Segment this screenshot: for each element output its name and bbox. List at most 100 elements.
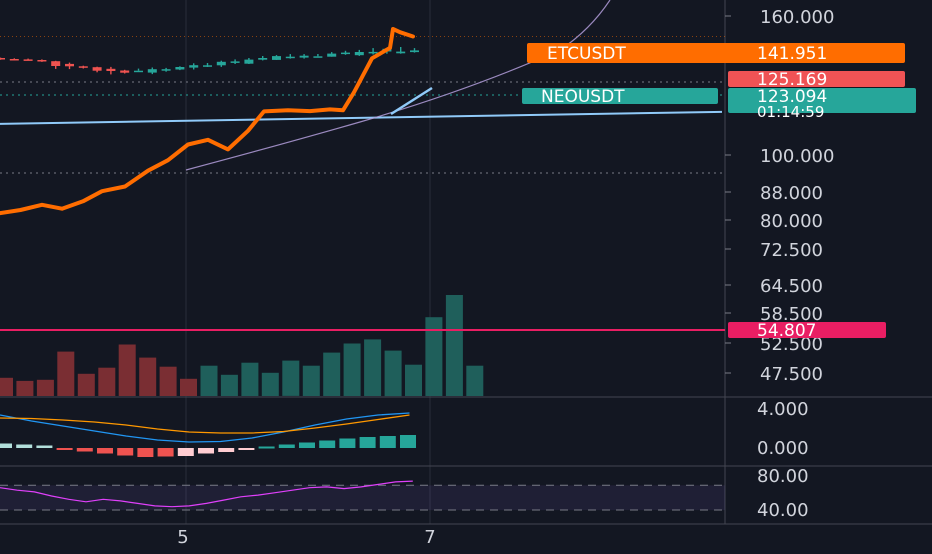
high-price-badge[interactable]: [728, 71, 905, 87]
rsi-line[interactable]: [0, 480, 413, 508]
histogram-bar: [278, 444, 295, 448]
high-price-value: 125.169: [757, 70, 827, 90]
regression-curve: [185, 0, 611, 171]
volume-bar: [57, 351, 75, 396]
volume-bar: [343, 343, 361, 396]
etc-line-series[interactable]: [0, 27, 415, 216]
histogram-bar: [258, 446, 275, 449]
candle-body[interactable]: [313, 56, 323, 58]
candle-body[interactable]: [396, 51, 406, 54]
price-axis[interactable]: 160.000 100.000 88.000 80.000 72.500 64.500 58…: [522, 7, 916, 521]
histogram-bar: [359, 437, 376, 448]
candle-body[interactable]: [285, 56, 295, 59]
candle-body[interactable]: [341, 52, 350, 55]
candle-body[interactable]: [175, 67, 185, 70]
histogram-bar: [0, 443, 12, 448]
price-axis-tick: 64.500: [760, 276, 823, 297]
neo-price-value: 123.094: [757, 87, 827, 107]
volume-bar: [302, 365, 320, 396]
candle-body[interactable]: [120, 70, 130, 73]
candle-body[interactable]: [272, 56, 281, 60]
etc-price-value: 141.951: [757, 44, 827, 64]
level-price-value: 54.807: [757, 321, 816, 341]
indicator-panel-1[interactable]: [0, 412, 416, 457]
signal-line[interactable]: [0, 414, 410, 434]
candle-body[interactable]: [368, 51, 378, 54]
volume-bar: [118, 344, 136, 396]
regression-curve-line: [185, 0, 611, 171]
histogram-bar: [137, 448, 154, 457]
neo-symbol-badge[interactable]: [522, 88, 718, 104]
candle-body[interactable]: [327, 53, 337, 57]
volume-bar: [36, 379, 54, 396]
volume-bar: [384, 350, 402, 397]
volume-bar: [282, 360, 300, 396]
price-axis-tick: 100.000: [760, 146, 834, 167]
candle-body[interactable]: [203, 65, 212, 67]
candlestick-series[interactable]: [0, 47, 419, 75]
candle-body[interactable]: [37, 60, 47, 62]
volume-bar: [16, 380, 34, 396]
candle-body[interactable]: [78, 66, 88, 68]
level-price-badge[interactable]: [728, 322, 886, 338]
candle-body[interactable]: [134, 70, 143, 73]
candle-body[interactable]: [65, 63, 74, 67]
histogram-bar: [157, 448, 174, 457]
price-axis-tick: 47.500: [760, 364, 823, 385]
candle-body[interactable]: [51, 61, 61, 66]
rsi-band: [0, 485, 725, 511]
candle-body[interactable]: [0, 58, 5, 60]
price-axis-tick: 72.500: [760, 240, 823, 261]
candle-body[interactable]: [9, 59, 19, 61]
time-axis-tick: 5: [177, 527, 188, 548]
volume-bar: [200, 365, 218, 396]
volume-bar: [364, 339, 382, 396]
histogram-bar: [218, 448, 235, 452]
candle-body[interactable]: [92, 67, 102, 71]
indicator-1-tick: 4.000: [757, 399, 809, 420]
volume-bar: [466, 365, 484, 396]
candle-body[interactable]: [354, 52, 364, 56]
indicator-2-tick: 40.00: [757, 500, 809, 521]
volume-bars: [0, 295, 484, 397]
indicator-panel-2[interactable]: [0, 480, 725, 511]
histogram-bar: [299, 442, 315, 448]
indicator-1-tick: 0.000: [757, 438, 809, 459]
candle-body[interactable]: [410, 50, 419, 53]
macd-line[interactable]: [0, 412, 410, 443]
etc-line[interactable]: [0, 27, 415, 216]
volume-bar: [445, 295, 463, 396]
histogram-bar: [177, 448, 194, 456]
volume-bar: [261, 372, 279, 396]
neo-symbol-label: NEOUSDT: [541, 87, 625, 107]
volume-bar: [0, 377, 13, 396]
candle-body[interactable]: [244, 59, 254, 64]
candle-body[interactable]: [106, 68, 116, 71]
candle-body[interactable]: [161, 69, 171, 71]
candle-body[interactable]: [216, 61, 226, 66]
price-axis-tick: 160.000: [760, 7, 834, 28]
histogram-bar: [238, 448, 255, 450]
histogram-bar: [76, 448, 93, 452]
histogram-bar: [56, 448, 73, 450]
candle-body[interactable]: [147, 69, 157, 73]
neo-price-badge[interactable]: [728, 88, 916, 113]
histogram-bar: [16, 444, 33, 448]
candle-body[interactable]: [258, 58, 268, 60]
time-axis-tick: 7: [424, 527, 435, 548]
histogram-bar: [379, 436, 396, 448]
candle-body[interactable]: [230, 61, 240, 63]
volume-bar: [139, 357, 157, 396]
candle-body[interactable]: [23, 59, 33, 61]
etc-price-badge[interactable]: [527, 43, 905, 63]
volume-bar: [425, 317, 443, 396]
histogram-bar: [198, 448, 214, 454]
candle-body[interactable]: [299, 55, 309, 58]
candle-body[interactable]: [189, 65, 199, 68]
volume-bar: [405, 364, 422, 396]
price-guides: [0, 36, 725, 331]
trendline: [0, 110, 723, 125]
